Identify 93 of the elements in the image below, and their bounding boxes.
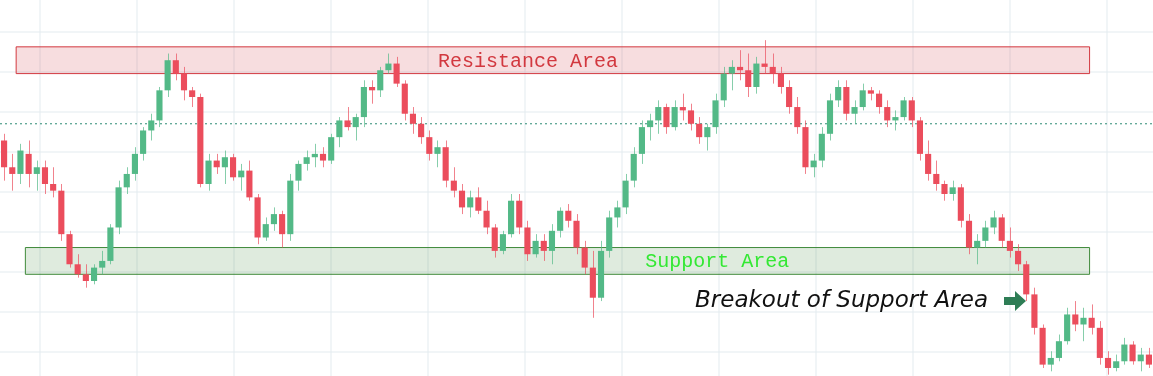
candlestick <box>140 126 147 162</box>
band-label: Resistance Area <box>438 49 619 73</box>
candlestick <box>687 103 695 131</box>
candlestick <box>998 213 1005 249</box>
candlestick <box>458 183 466 215</box>
candlestick <box>696 116 703 145</box>
candlestick <box>352 113 359 141</box>
candlestick <box>9 153 16 192</box>
candlestick <box>409 106 417 135</box>
candlestick <box>581 240 588 275</box>
candlestick <box>33 160 40 192</box>
candlestick <box>50 166 57 198</box>
candlestick <box>205 153 212 192</box>
candlestick <box>1055 334 1063 362</box>
candlestick <box>949 180 956 202</box>
candlestick <box>745 53 752 98</box>
candlestick <box>319 146 327 168</box>
candlestick <box>1080 307 1087 342</box>
candlestick <box>728 59 735 91</box>
candlestick <box>229 153 237 182</box>
candlestick <box>663 103 670 135</box>
candlestick <box>1047 350 1054 372</box>
candlestick <box>941 180 948 202</box>
candlestick <box>336 116 343 148</box>
candlestick <box>647 113 654 141</box>
candlestick <box>614 200 621 228</box>
candlestick <box>565 203 572 228</box>
candlestick <box>859 83 866 111</box>
candlestick <box>900 96 907 121</box>
candlestick <box>990 210 997 235</box>
candlestick <box>548 223 556 265</box>
candlestick <box>82 263 89 289</box>
candlestick <box>393 56 400 88</box>
candlestick <box>835 79 842 108</box>
candlestick <box>769 53 776 85</box>
candlestick <box>475 186 482 215</box>
candlestick <box>467 190 474 218</box>
candlestick <box>1072 300 1079 332</box>
candlestick <box>884 99 891 128</box>
candlestick <box>671 99 678 131</box>
candlestick <box>1006 226 1013 259</box>
candlestick <box>74 253 81 279</box>
candlestick <box>434 140 441 168</box>
candlestick <box>540 233 547 262</box>
candlestick <box>344 106 351 131</box>
annotation: Breakout of Support Area <box>695 286 988 312</box>
candlestick <box>99 250 106 275</box>
candlestick <box>180 66 188 101</box>
candlestick <box>655 99 662 135</box>
candlestick <box>123 166 130 195</box>
candlestick <box>875 89 883 115</box>
candlestick <box>1121 337 1128 366</box>
candlestick <box>925 140 932 182</box>
candlestick <box>1104 350 1112 376</box>
candlestick <box>41 160 49 195</box>
candlestick <box>557 206 564 239</box>
candlestick <box>279 210 286 249</box>
candlestick <box>418 116 425 145</box>
candlestick <box>221 150 228 185</box>
candlestick <box>982 220 989 249</box>
candlestick <box>131 146 138 182</box>
candlestick <box>851 99 858 125</box>
candlestick <box>491 223 498 259</box>
candlestick <box>483 200 490 235</box>
candlestick <box>90 263 98 285</box>
candlestick <box>270 206 278 232</box>
candlestick <box>786 79 793 115</box>
candlestick <box>777 66 784 95</box>
candlestick <box>303 150 310 172</box>
candlestick <box>172 53 179 81</box>
candlestick <box>17 143 24 185</box>
candlestick <box>262 216 269 242</box>
candlestick <box>753 56 760 95</box>
candlestick <box>1129 340 1136 366</box>
candlestick <box>704 123 711 152</box>
candlestick <box>933 160 940 192</box>
candlestick <box>25 140 32 188</box>
candlestick <box>499 230 506 255</box>
candlestick <box>426 129 433 162</box>
candlestick <box>532 233 539 259</box>
candlestick <box>295 160 302 192</box>
candlestick <box>1145 347 1152 369</box>
candlestick <box>974 233 981 265</box>
candlestick <box>189 86 196 108</box>
candlestick <box>450 166 457 198</box>
candlestick <box>794 96 801 135</box>
candlestick <box>328 133 335 165</box>
candlestick <box>377 66 384 98</box>
candlestick <box>908 96 915 128</box>
band-label: Support Area <box>645 250 790 274</box>
candlestick <box>148 113 155 141</box>
candlestick <box>1015 243 1022 272</box>
candlestick <box>1088 303 1095 336</box>
